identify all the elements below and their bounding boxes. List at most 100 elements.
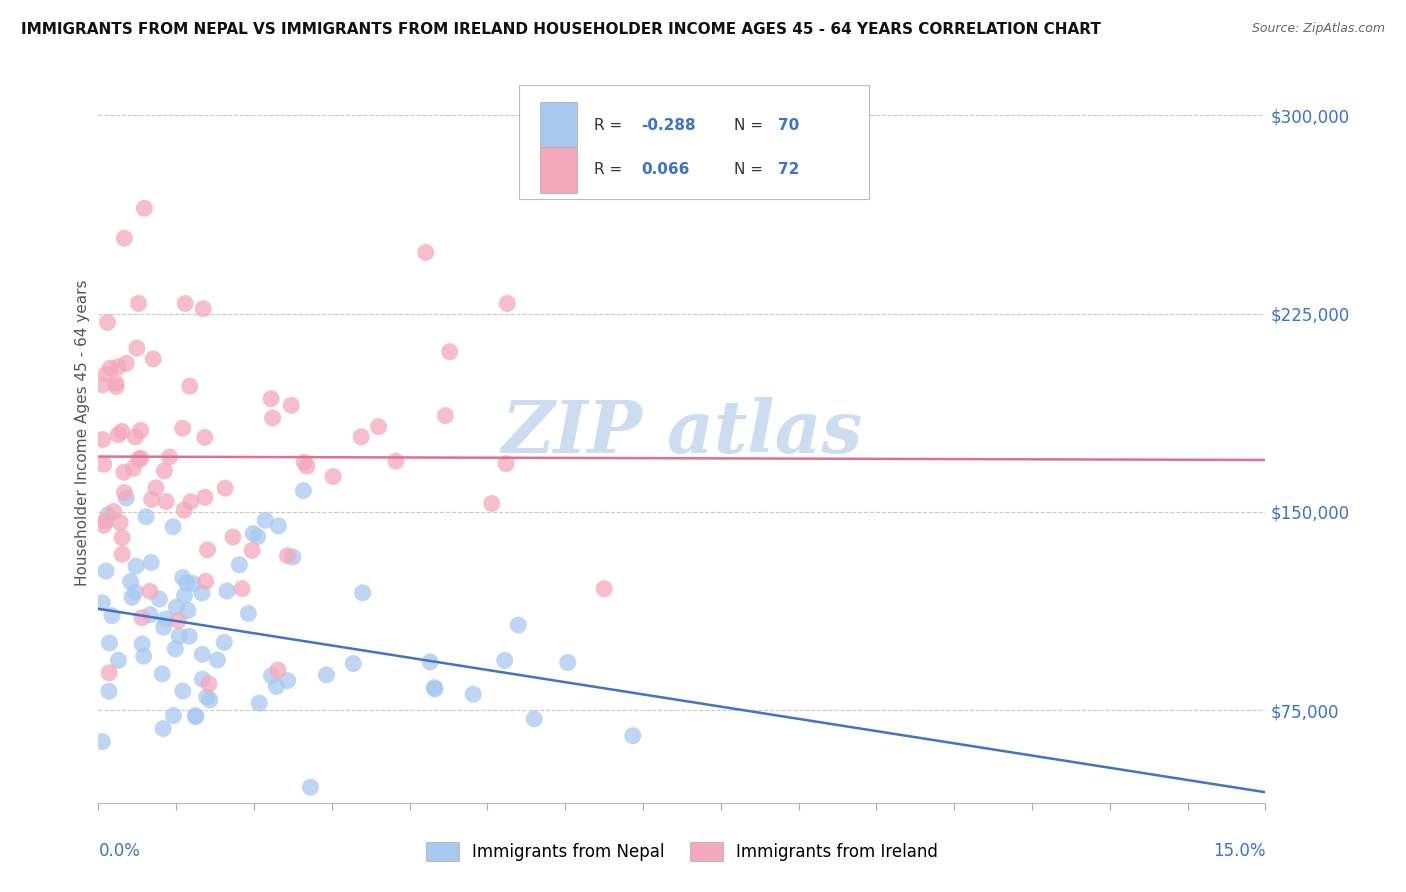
- Point: [385, 454, 408, 468]
- Point: [176, 576, 198, 591]
- Point: [177, 603, 200, 617]
- Point: [439, 344, 461, 359]
- Point: [419, 655, 441, 669]
- Point: [254, 513, 277, 527]
- Point: [197, 542, 219, 557]
- Point: [508, 618, 530, 632]
- Point: [352, 586, 374, 600]
- Point: [124, 585, 146, 599]
- Point: [131, 637, 153, 651]
- Point: [184, 708, 207, 723]
- Point: [132, 649, 155, 664]
- Bar: [540, 147, 576, 193]
- Point: [97, 508, 120, 522]
- Point: [103, 504, 125, 518]
- Point: [292, 455, 315, 469]
- Point: [495, 457, 517, 471]
- Point: [91, 378, 114, 392]
- Point: [96, 367, 118, 381]
- Point: [91, 734, 114, 748]
- Point: [212, 635, 235, 649]
- Bar: [540, 103, 576, 148]
- Point: [145, 481, 167, 495]
- Point: [139, 584, 162, 599]
- Point: [207, 653, 229, 667]
- Point: [112, 231, 135, 245]
- Point: [260, 392, 283, 406]
- Point: [172, 570, 194, 584]
- Point: [98, 636, 121, 650]
- Point: [173, 589, 195, 603]
- Point: [101, 608, 124, 623]
- FancyBboxPatch shape: [519, 85, 869, 200]
- Text: 70: 70: [778, 118, 799, 133]
- Point: [112, 485, 135, 500]
- Point: [198, 677, 221, 691]
- Point: [215, 584, 238, 599]
- Point: [125, 341, 148, 355]
- Legend: Immigrants from Nepal, Immigrants from Ireland: Immigrants from Nepal, Immigrants from I…: [426, 842, 938, 861]
- Point: [167, 614, 190, 628]
- Point: [222, 530, 245, 544]
- Point: [191, 301, 214, 316]
- Point: [315, 668, 337, 682]
- Point: [111, 547, 134, 561]
- Point: [246, 530, 269, 544]
- Point: [104, 376, 127, 391]
- Point: [162, 708, 184, 723]
- Point: [107, 427, 129, 442]
- Point: [247, 696, 270, 710]
- Point: [129, 423, 152, 437]
- Point: [135, 509, 157, 524]
- Point: [93, 458, 115, 472]
- Point: [267, 663, 290, 677]
- Point: [124, 430, 146, 444]
- Point: [115, 356, 138, 370]
- Text: IMMIGRANTS FROM NEPAL VS IMMIGRANTS FROM IRELAND HOUSEHOLDER INCOME AGES 45 - 64: IMMIGRANTS FROM NEPAL VS IMMIGRANTS FROM…: [21, 22, 1101, 37]
- Point: [100, 361, 122, 376]
- Point: [105, 379, 128, 393]
- Point: [191, 672, 214, 686]
- Point: [167, 629, 190, 643]
- Point: [131, 611, 153, 625]
- Point: [91, 433, 114, 447]
- Text: 0.0%: 0.0%: [98, 842, 141, 860]
- Text: 72: 72: [778, 162, 799, 178]
- Point: [214, 481, 236, 495]
- Point: [367, 419, 389, 434]
- Point: [115, 491, 138, 505]
- Point: [181, 576, 204, 591]
- Point: [173, 503, 195, 517]
- Point: [98, 665, 121, 680]
- Point: [267, 519, 290, 533]
- Point: [152, 722, 174, 736]
- Point: [179, 629, 201, 643]
- Point: [107, 359, 129, 374]
- Point: [180, 494, 202, 508]
- Point: [481, 496, 503, 510]
- Point: [162, 520, 184, 534]
- Point: [152, 620, 174, 634]
- Point: [523, 712, 546, 726]
- Point: [194, 574, 217, 589]
- Text: -0.288: -0.288: [641, 118, 696, 133]
- Point: [262, 411, 284, 425]
- Point: [496, 296, 519, 310]
- Text: N =: N =: [734, 162, 768, 178]
- Point: [280, 398, 302, 412]
- Point: [93, 518, 115, 533]
- Point: [463, 687, 485, 701]
- Point: [165, 641, 187, 656]
- Point: [139, 607, 162, 622]
- Point: [155, 494, 177, 508]
- Point: [299, 780, 322, 795]
- Point: [97, 684, 120, 698]
- Point: [198, 693, 221, 707]
- Point: [159, 450, 181, 464]
- Text: 0.066: 0.066: [641, 162, 689, 178]
- Y-axis label: Householder Income Ages 45 - 64 years: Householder Income Ages 45 - 64 years: [75, 279, 90, 586]
- Point: [111, 531, 134, 545]
- Point: [179, 379, 201, 393]
- Point: [129, 451, 152, 466]
- Point: [128, 452, 150, 467]
